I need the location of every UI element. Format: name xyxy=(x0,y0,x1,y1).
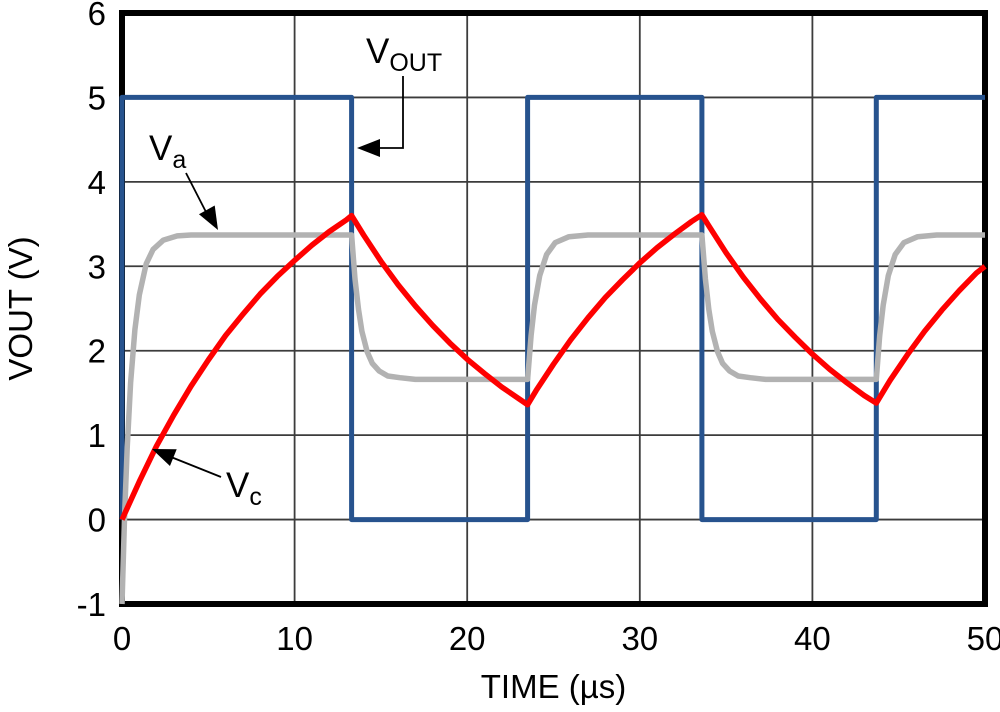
vc-label: Vc xyxy=(226,466,262,511)
x-axis-title: TIME (µs) xyxy=(481,668,627,705)
x-tick-label: 0 xyxy=(113,620,131,657)
vc-trace xyxy=(119,212,987,521)
x-tick-label: 40 xyxy=(794,620,831,657)
x-tick-label: 20 xyxy=(449,620,486,657)
y-tick-label: 5 xyxy=(88,79,106,116)
y-tick-label: -1 xyxy=(77,586,106,623)
x-tick-label: 10 xyxy=(276,620,313,657)
vout-label-arrowhead xyxy=(357,139,380,157)
y-tick-label: 3 xyxy=(88,248,106,285)
y-tick-label: 2 xyxy=(88,333,106,370)
vout-label: VOUT xyxy=(366,32,442,77)
va-label-leader-line xyxy=(185,172,207,213)
va-label: Va xyxy=(149,129,186,174)
y-tick-label: 6 xyxy=(88,0,106,32)
vc-label-leader-line xyxy=(170,456,222,478)
va-label-arrowhead xyxy=(198,205,218,230)
vout-label-leader-line xyxy=(376,76,404,149)
y-tick-label: 1 xyxy=(88,417,106,454)
y-tick-label: 4 xyxy=(88,164,106,201)
y-axis-title: VOUT (V) xyxy=(2,236,39,380)
x-tick-label: 30 xyxy=(621,620,658,657)
va-trace xyxy=(119,232,985,605)
x-tick-label: 50 xyxy=(967,620,1000,657)
y-tick-label: 0 xyxy=(88,502,106,539)
vc-label-arrowhead xyxy=(152,449,177,466)
